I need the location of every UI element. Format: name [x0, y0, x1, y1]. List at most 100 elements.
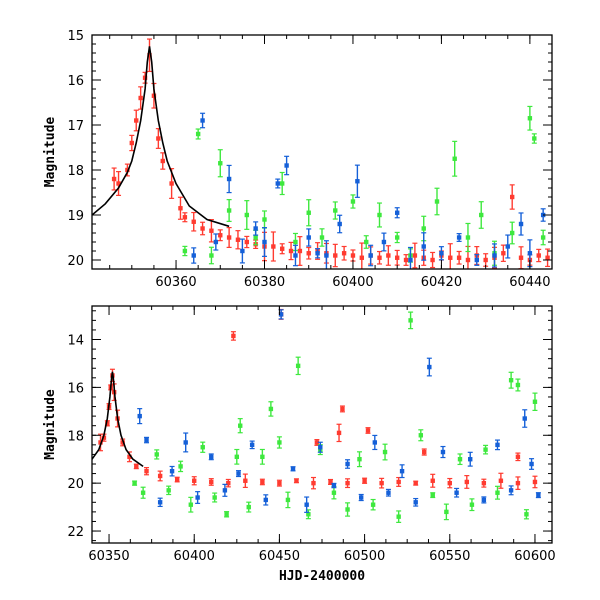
- data-point-red: [483, 257, 488, 263]
- data-points: [92, 38, 551, 269]
- data-point-blue: [200, 118, 205, 123]
- data-point-blue: [474, 257, 480, 263]
- y-tick-label: 14: [67, 334, 84, 349]
- data-point-red: [125, 167, 130, 173]
- data-point-red: [191, 219, 196, 224]
- data-point-red: [545, 255, 550, 260]
- data-point-blue: [284, 163, 289, 168]
- data-point-blue: [345, 461, 350, 467]
- data-point-green: [277, 440, 282, 445]
- data-point-blue: [249, 442, 255, 448]
- data-point-red: [144, 468, 149, 474]
- data-point-green: [238, 423, 243, 428]
- data-point-green: [200, 445, 205, 450]
- data-point-green: [224, 512, 229, 517]
- data-point-green: [306, 512, 311, 517]
- y-tick-label: 19: [67, 209, 84, 224]
- data-point-red: [365, 428, 371, 433]
- data-point-blue: [495, 442, 500, 448]
- data-point-red: [235, 237, 241, 242]
- x-tick-label: 60380: [244, 275, 285, 290]
- data-point-blue: [236, 471, 241, 476]
- data-point-green: [293, 239, 298, 245]
- data-point-blue: [421, 244, 426, 249]
- data-point-green: [479, 212, 484, 218]
- data-point-green: [132, 480, 137, 486]
- data-point-green: [226, 208, 232, 213]
- data-point-green: [178, 464, 183, 469]
- data-point-blue: [337, 221, 342, 227]
- data-point-red: [231, 333, 236, 339]
- data-point-blue: [481, 497, 487, 503]
- data-point-green: [508, 378, 514, 383]
- data-point-blue: [518, 221, 524, 227]
- x-tick-label: 60450: [259, 549, 300, 564]
- data-point-red: [174, 477, 180, 482]
- data-point-red: [498, 478, 504, 483]
- data-point-red: [328, 479, 333, 485]
- data-point-red: [336, 430, 342, 436]
- data-point-red: [226, 235, 232, 240]
- data-point-green: [418, 433, 424, 438]
- data-point-green: [154, 452, 159, 457]
- data-point-blue: [209, 454, 214, 460]
- data-point-red: [340, 406, 345, 412]
- data-point-green: [421, 226, 426, 231]
- data-point-red: [218, 233, 223, 238]
- data-point-red: [226, 480, 231, 486]
- data-point-green: [279, 181, 285, 186]
- x-tick-label: 60440: [509, 275, 550, 290]
- data-point-green: [515, 382, 521, 388]
- data-point-green: [382, 449, 388, 455]
- data-point-green: [319, 235, 325, 240]
- data-point-blue: [508, 488, 514, 493]
- data-point-red: [260, 479, 265, 485]
- data-point-blue: [408, 257, 413, 263]
- bottom-light-curve-panel: 60350 60400 60450 60500 60550 60600 14 16 18 20 22…: [43, 305, 556, 584]
- x-tick-label: 60600: [514, 549, 555, 564]
- data-point-blue: [262, 239, 267, 245]
- data-point-green: [532, 399, 538, 404]
- data-point-blue: [529, 461, 534, 467]
- data-point-blue: [439, 251, 444, 256]
- data-point-blue: [240, 248, 245, 254]
- data-point-green: [234, 454, 240, 460]
- data-point-red: [156, 136, 161, 141]
- data-point-red: [279, 246, 285, 251]
- data-point-red: [464, 479, 470, 485]
- data-point-blue: [386, 490, 391, 495]
- data-point-green: [430, 492, 435, 498]
- data-point-red: [536, 253, 541, 258]
- data-point-blue: [456, 235, 462, 240]
- x-tick-label: 60400: [174, 549, 215, 564]
- data-point-red: [134, 464, 139, 469]
- data-point-green: [540, 235, 546, 240]
- data-point-red: [160, 158, 165, 164]
- data-point-red: [386, 253, 391, 258]
- data-point-green: [434, 199, 440, 204]
- data-point-blue: [315, 251, 320, 256]
- data-point-green: [244, 212, 250, 218]
- data-point-blue: [306, 235, 311, 240]
- data-point-blue: [381, 239, 387, 245]
- data-point-blue: [536, 492, 541, 498]
- y-tick-label: 16: [67, 74, 84, 89]
- data-point-green: [212, 495, 217, 500]
- data-point-green: [396, 514, 401, 519]
- data-point-blue: [358, 495, 364, 500]
- data-point-blue: [394, 210, 400, 215]
- data-point-blue: [304, 502, 309, 507]
- data-point-red: [362, 478, 367, 483]
- data-point-red: [396, 479, 401, 485]
- data-point-green: [483, 447, 488, 452]
- data-point-red: [297, 248, 303, 254]
- data-point-green: [350, 199, 356, 204]
- data-point-green: [140, 490, 146, 495]
- data-point-blue: [222, 488, 228, 493]
- data-point-green: [509, 230, 515, 236]
- data-point-green: [370, 502, 376, 507]
- data-point-green: [457, 457, 463, 462]
- data-point-red: [377, 255, 382, 260]
- data-point-red: [481, 480, 487, 486]
